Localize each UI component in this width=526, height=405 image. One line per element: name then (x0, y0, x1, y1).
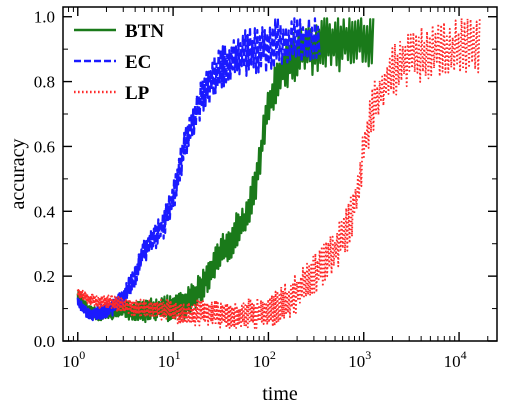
y-tick-label: 0.8 (34, 73, 55, 92)
series-layer (76, 17, 481, 329)
legend-label-btn: BTN (125, 21, 164, 42)
x-tick-label: 100 (62, 348, 85, 371)
series-line-ec (76, 17, 321, 322)
y-tick-label: 0.4 (34, 202, 56, 221)
y-tick-label: 0.6 (34, 137, 55, 156)
x-tick-label: 102 (253, 348, 276, 371)
x-tick-label: 103 (348, 348, 371, 371)
plot-frame (62, 6, 498, 342)
legend-label-ec: EC (125, 52, 151, 73)
x-tick-label: 104 (444, 348, 467, 371)
series-line-lp (76, 17, 481, 329)
y-tick-label: 0.0 (34, 332, 55, 351)
x-axis-title: time (262, 383, 298, 405)
legend: BTN EC LP (74, 21, 164, 104)
x-tick-label: 101 (158, 348, 181, 371)
y-tick-label: 1.0 (34, 8, 55, 27)
legend-label-lp: LP (125, 83, 150, 104)
y-axis-title: accuracy (7, 138, 29, 209)
ticks-layer: 100 101 102 103 104 0.0 0.2 0.4 0.6 0.8 1.0 (34, 7, 497, 371)
y-tick-label: 0.2 (34, 267, 55, 286)
